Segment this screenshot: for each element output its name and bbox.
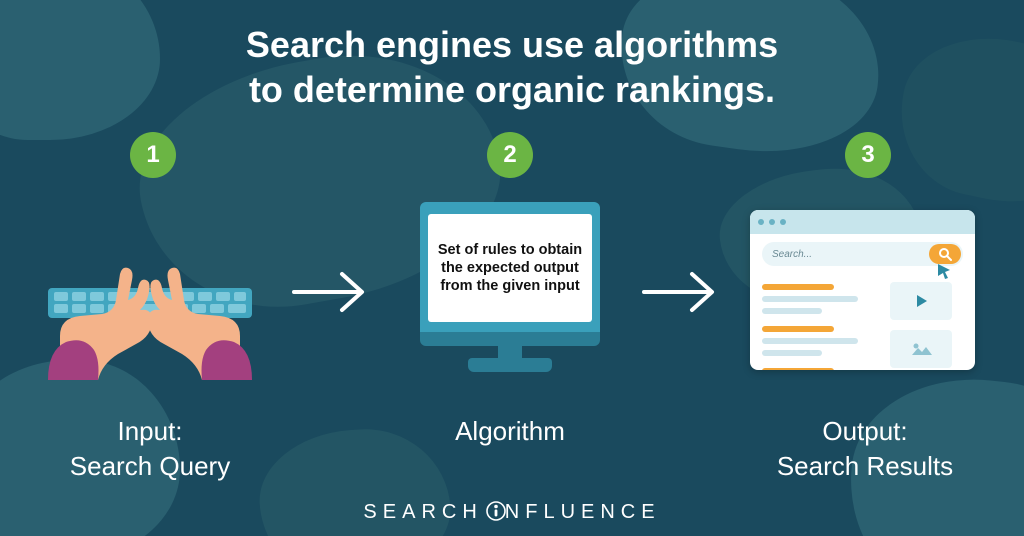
browser-header: [750, 210, 975, 234]
monitor-text: Set of rules to obtain the expected outp…: [436, 241, 584, 295]
search-bar: Search...: [762, 242, 963, 266]
arrow-2: [640, 266, 728, 318]
step-badge-2: 2: [487, 132, 533, 178]
headline-line1: Search engines use algorithms: [246, 24, 778, 65]
cursor-icon: [936, 262, 954, 280]
step-badge-1: 1: [130, 132, 176, 178]
caption-step-3: Output: Search Results: [735, 414, 995, 484]
browser-dot: [769, 219, 775, 225]
search-button-icon: [929, 244, 961, 264]
headline: Search engines use algorithms to determi…: [0, 22, 1024, 112]
browser-dot: [780, 219, 786, 225]
headline-line2: to determine organic rankings.: [249, 69, 775, 110]
image-thumb-icon: [890, 330, 952, 368]
caption-step-1: Input: Search Query: [35, 414, 265, 484]
illustration-input-keyboard: [40, 240, 260, 380]
illustration-algorithm-monitor: Set of rules to obtain the expected outp…: [410, 202, 610, 387]
browser-dot: [758, 219, 764, 225]
arrow-1: [290, 266, 378, 318]
step-badge-3: 3: [845, 132, 891, 178]
caption-step-2: Algorithm: [400, 414, 620, 449]
brand-logo: SEARCHNFLUENCE: [0, 500, 1024, 524]
infographic-canvas: Search engines use algorithms to determi…: [0, 0, 1024, 536]
search-placeholder: Search...: [772, 249, 812, 260]
video-thumb-icon: [890, 282, 952, 320]
illustration-output-browser: Search...: [750, 210, 975, 370]
